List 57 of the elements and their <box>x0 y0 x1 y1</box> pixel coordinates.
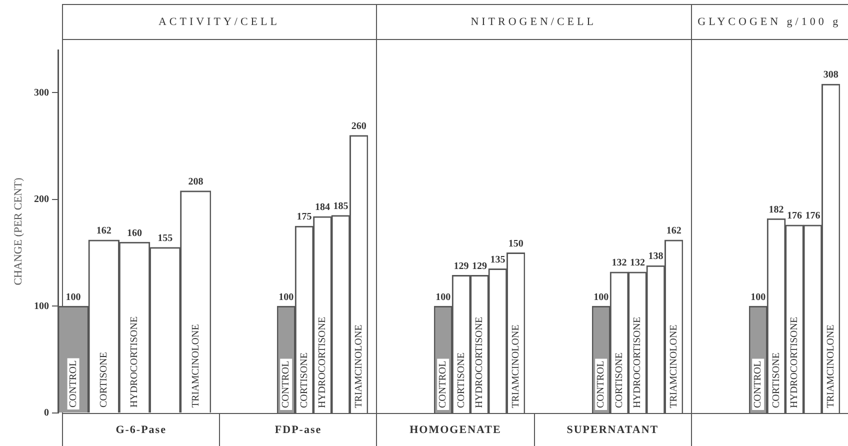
category-label: CORTISONE <box>98 352 110 408</box>
data-label: 100 <box>436 292 451 303</box>
data-label: 184 <box>315 202 330 214</box>
y-tick-label: 0 <box>44 408 49 419</box>
data-label: 100 <box>593 292 608 303</box>
data-label: 100 <box>750 292 766 303</box>
y-tick-label: 300 <box>34 87 49 98</box>
data-label: 160 <box>127 228 142 239</box>
data-label: 260 <box>352 120 367 132</box>
category-label: CONTROL <box>438 360 450 408</box>
category-label: CONTROL <box>595 360 606 408</box>
category-label: HYDROCORTISONE <box>788 316 800 408</box>
category-label: HYDROCORTISONE <box>129 316 140 408</box>
data-label: 176 <box>786 210 802 222</box>
data-label: 135 <box>490 254 506 266</box>
data-label: 132 <box>630 258 645 269</box>
data-label: 162 <box>666 226 681 237</box>
data-label: 182 <box>768 204 784 216</box>
data-label: 308 <box>823 70 838 81</box>
category-label: HYDROCORTISONE <box>317 316 328 408</box>
data-label: 132 <box>611 258 626 269</box>
x-axis-title: FDP-ase <box>219 413 376 446</box>
category-label: CORTISONE <box>456 352 468 408</box>
data-label: 100 <box>278 292 294 303</box>
data-label: 175 <box>296 212 312 223</box>
data-label: 138 <box>648 251 663 262</box>
y-axis-title: CHANGE (PER CENT) <box>12 177 24 286</box>
category-label: CORTISONE <box>299 352 310 408</box>
category-label: CORTISONE <box>614 352 625 408</box>
category-label: TRIAMCINOLONE <box>825 324 836 408</box>
category-label: HYDROCORTISONE <box>474 316 486 408</box>
data-label: 185 <box>333 201 348 212</box>
data-label: 208 <box>188 176 204 188</box>
x-axis-title: HOMOGENATE <box>376 413 534 446</box>
data-label: 162 <box>96 226 112 237</box>
category-label: TRIAMCINOLONE <box>354 324 365 408</box>
category-label: CONTROL <box>752 360 764 408</box>
x-axis-title: SUPERNATANT <box>534 413 691 446</box>
chart-title: ACTIVITY/CELL <box>62 4 376 40</box>
chart-title: NITROGEN/CELL <box>376 4 691 40</box>
data-label: 100 <box>66 292 81 303</box>
data-label: 176 <box>804 210 820 222</box>
y-tick-label: 200 <box>34 194 49 206</box>
category-label: HYDROCORTISONE <box>632 316 643 408</box>
data-label: 129 <box>454 260 470 272</box>
x-axis-title: G-6-Pase <box>62 413 220 446</box>
data-label: 150 <box>508 238 524 250</box>
category-label: TRIAMCINOLONE <box>668 324 680 408</box>
category-label: TRIAMCINOLONE <box>190 324 202 408</box>
category-label: TRIAMCINOLONE <box>510 324 522 408</box>
y-tick-label: 100 <box>34 300 49 312</box>
category-label: CONTROL <box>280 360 292 408</box>
category-label: CONTROL <box>68 360 79 408</box>
data-label: 155 <box>158 233 173 244</box>
category-label: CORTISONE <box>770 352 782 408</box>
chart-title: GLYCOGEN g/100 g <box>690 4 848 40</box>
data-label: 129 <box>472 260 488 272</box>
